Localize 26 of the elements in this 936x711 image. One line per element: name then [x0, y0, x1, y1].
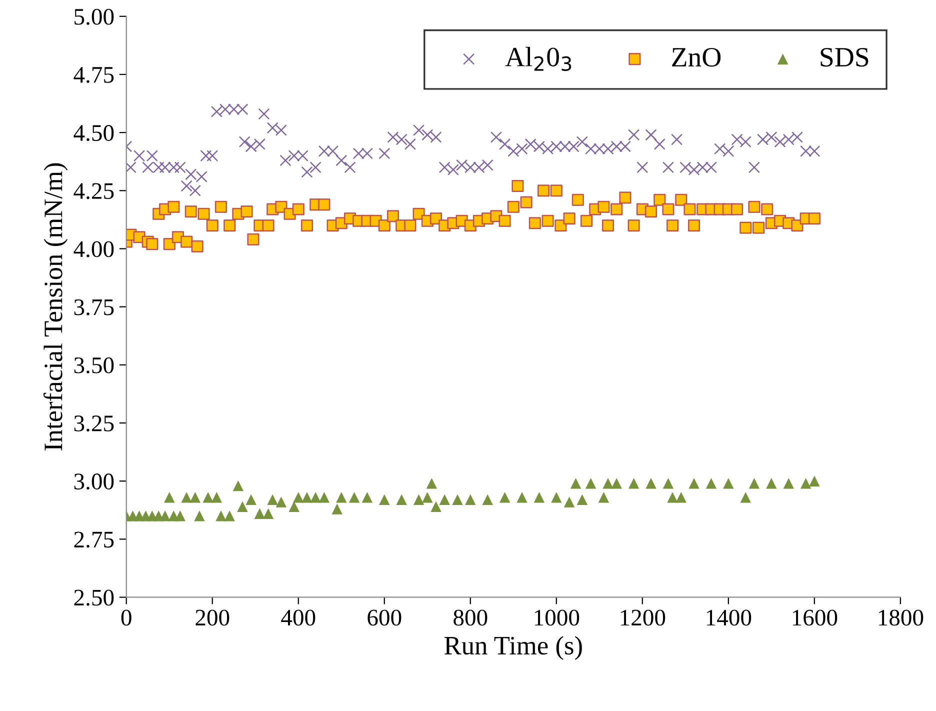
x-tick-label: 1000	[534, 610, 580, 626]
x-tick-label: 0	[121, 610, 132, 626]
y-tick-label: 2.75	[74, 532, 114, 548]
legend-label: SDS	[820, 48, 868, 67]
y-tick-label: 3.25	[74, 416, 114, 432]
x-tick-label: 1800	[878, 610, 924, 626]
x-tick-label: 1200	[620, 610, 666, 626]
x-tick-label: 200	[196, 610, 230, 626]
y-tick-label: 4.00	[74, 241, 114, 258]
legend-label: ZnO	[672, 48, 721, 67]
y-tick-label: 4.50	[74, 125, 114, 142]
legend-label: Al$_{2}$0$_{3}$	[505, 46, 572, 72]
y-tick-label: 4.25	[74, 183, 114, 200]
x-tick-label: 800	[454, 610, 488, 626]
y-tick-label: 4.75	[74, 67, 114, 83]
y-tick-label: 3.00	[74, 474, 114, 490]
x-tick-label: 400	[281, 610, 316, 626]
y-tick-label: 2.50	[74, 590, 114, 606]
x-axis-title: Run Time (s)	[444, 636, 582, 660]
y-tick-label: 3.75	[74, 299, 114, 316]
x-tick-label: 1600	[792, 610, 838, 626]
y-tick-label: 3.50	[74, 357, 114, 374]
x-tick-label: 600	[368, 610, 402, 626]
y-tick-label: 5.00	[74, 8, 114, 25]
x-tick-label: 1400	[706, 610, 752, 626]
y-axis-title: Interfacial Tension (mN/m)	[43, 163, 68, 451]
